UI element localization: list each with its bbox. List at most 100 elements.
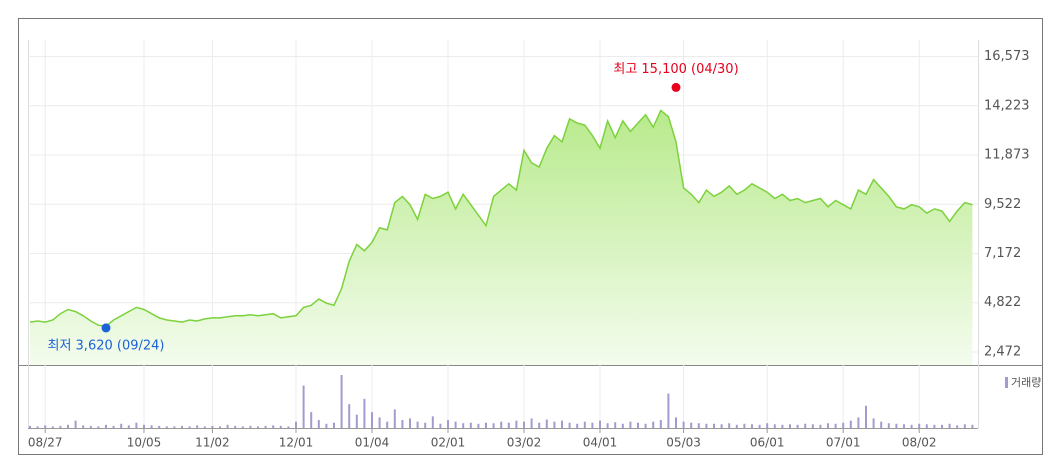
- volume-bar: [158, 425, 161, 428]
- volume-bar: [462, 423, 465, 428]
- volume-bar: [447, 420, 449, 428]
- x-tick-label: 02/01: [431, 436, 466, 450]
- volume-bar: [606, 423, 609, 428]
- volume-bar: [219, 426, 221, 428]
- volume-bar: [105, 424, 107, 428]
- volume-bar: [644, 423, 647, 428]
- volume-bar: [895, 423, 898, 428]
- x-tick-label: 05/03: [666, 436, 701, 450]
- volume-bar: [416, 421, 419, 428]
- volume-bar: [150, 425, 153, 428]
- y-tick-label: 11,873: [984, 148, 1030, 163]
- annotation-label: 최저 3,620 (09/24): [47, 338, 164, 353]
- x-tick-label: 10/05: [127, 436, 162, 450]
- volume-bar: [971, 424, 974, 428]
- volume-bar: [652, 421, 655, 428]
- volume-bar: [561, 420, 563, 428]
- volume-bar: [796, 424, 799, 428]
- volume-bar: [614, 422, 617, 428]
- volume-bar: [956, 425, 959, 428]
- volume-bar: [667, 393, 670, 428]
- volume-bar: [203, 426, 206, 428]
- volume-bar: [507, 422, 510, 428]
- volume-bar: [135, 422, 138, 428]
- volume-bar: [325, 423, 328, 428]
- volume-bar: [348, 404, 351, 428]
- volume-bar: [659, 420, 662, 428]
- volume-bar: [583, 421, 586, 428]
- volume-bar: [925, 424, 928, 428]
- volume-bar: [97, 426, 100, 428]
- volume-bar: [112, 425, 115, 428]
- volume-bar: [485, 422, 487, 428]
- volume-bar: [621, 423, 624, 428]
- volume-bar: [553, 421, 556, 428]
- volume-bar: [181, 425, 183, 428]
- volume-bar: [576, 423, 579, 428]
- legend-label: 거래량: [1011, 376, 1041, 389]
- volume-bar: [340, 375, 343, 428]
- volume-bar: [789, 424, 791, 428]
- volume-bar: [880, 421, 883, 428]
- volume-bar: [173, 426, 176, 428]
- volume-bar: [933, 424, 936, 428]
- y-tick-label: 9,522: [984, 197, 1021, 212]
- volume-bar: [143, 424, 145, 428]
- volume-bar: [82, 425, 85, 428]
- x-tick-label: 07/01: [826, 436, 861, 450]
- volume-bar: [705, 423, 708, 428]
- x-tick-label: 11/02: [195, 436, 230, 450]
- x-tick-label: 08/02: [902, 436, 937, 450]
- volume-bar: [295, 421, 297, 428]
- volume-bar: [454, 421, 457, 428]
- volume-bar: [675, 417, 677, 428]
- volume-bar: [127, 425, 130, 428]
- volume-bar: [477, 423, 480, 428]
- volume-bar: [317, 420, 320, 428]
- volume-bar: [492, 423, 495, 428]
- volume-bar: [333, 422, 335, 428]
- volume-bar: [371, 412, 373, 428]
- x-tick-label: 12/01: [279, 436, 314, 450]
- volume-bar: [264, 425, 267, 428]
- volume-bar: [355, 414, 358, 428]
- volume-bar: [941, 424, 943, 428]
- volume-bar: [89, 425, 92, 428]
- volume-bar: [515, 420, 518, 428]
- volume-bar: [29, 425, 31, 428]
- volume-bar: [401, 420, 404, 428]
- volume-bar: [568, 422, 571, 428]
- volume-bar: [439, 423, 442, 428]
- volume-bar: [257, 426, 259, 428]
- volume-bar: [720, 424, 723, 428]
- volume-bar: [690, 422, 693, 428]
- volume-bar: [538, 422, 541, 428]
- volume-bar: [857, 417, 860, 428]
- x-tick-label: 08/27: [28, 436, 63, 450]
- annotation-dot: [671, 82, 681, 92]
- volume-bar: [872, 418, 875, 428]
- volume-bar: [120, 423, 123, 428]
- legend-swatch: [1005, 377, 1008, 388]
- y-tick-label: 16,573: [984, 49, 1030, 64]
- volume-bar: [424, 422, 427, 428]
- volume-bar: [865, 405, 867, 428]
- volume-bar: [226, 424, 229, 428]
- volume-bar: [409, 418, 411, 428]
- volume-bar: [36, 426, 39, 428]
- volume-bar: [903, 424, 905, 428]
- volume-bar: [469, 422, 472, 428]
- volume-bar: [234, 425, 237, 428]
- volume-bar: [918, 423, 921, 428]
- volume-bar: [728, 423, 731, 428]
- volume-bar: [751, 424, 753, 428]
- volume-bar: [849, 420, 852, 428]
- volume-bar: [735, 424, 738, 428]
- volume-bar: [272, 425, 275, 428]
- volume-bar: [59, 425, 62, 428]
- volume-bar: [302, 385, 305, 428]
- volume-bar: [743, 423, 746, 428]
- volume-bar: [241, 426, 244, 428]
- volume-bar: [67, 424, 69, 428]
- volume-bar: [523, 421, 525, 428]
